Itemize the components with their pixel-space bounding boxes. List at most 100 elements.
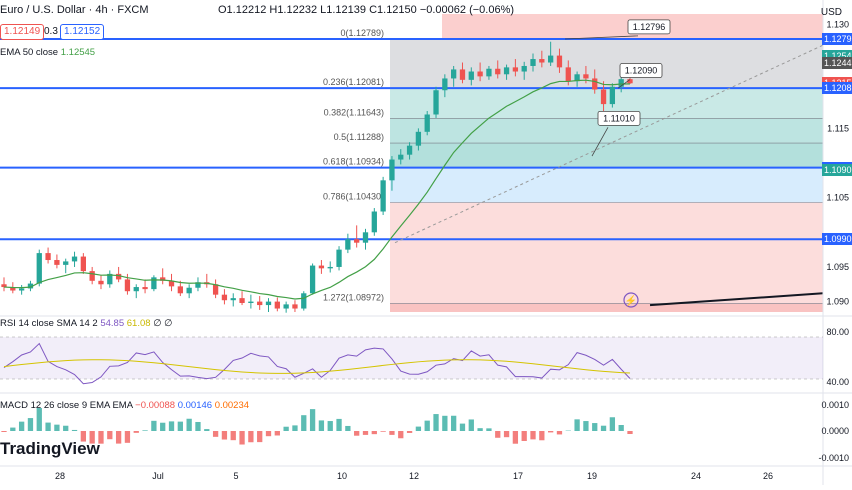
macd-histogram-bar <box>345 426 350 431</box>
rsi-band <box>0 337 823 379</box>
candle-body <box>116 274 121 280</box>
candle-body <box>363 232 368 242</box>
macd-histogram-bar <box>486 428 491 431</box>
macd-histogram-bar <box>28 418 33 431</box>
macd-histogram-bar <box>336 419 341 431</box>
macd-histogram-bar <box>275 431 280 435</box>
callout-label: 1.12796 <box>633 22 666 32</box>
macd-histogram-bar <box>522 431 527 441</box>
macd-histogram-bar <box>416 427 421 431</box>
macd-axis-tick: 0.0000 <box>821 426 849 436</box>
fib-level-label: 0.382(1.11643) <box>324 107 384 117</box>
symbol-title: Euro / U.S. Dollar · 4h · FXCM <box>0 4 149 16</box>
fib-level-label: 0.786(1.10430) <box>323 192 384 202</box>
macd-histogram-bar <box>310 409 315 431</box>
macd-axis-tick: -0.0010 <box>818 453 849 463</box>
buy-price-button[interactable]: 1.12152 <box>60 24 104 40</box>
macd-histogram-bar <box>222 431 227 440</box>
macd-histogram-bar <box>380 431 385 432</box>
macd-histogram-bar <box>574 419 579 431</box>
candle-body <box>151 277 156 289</box>
price-axis-tick: 1.105 <box>826 193 849 203</box>
candle-body <box>548 56 553 63</box>
time-axis-label: 19 <box>587 471 597 481</box>
candle-body <box>513 67 518 71</box>
macd-histogram-bar <box>213 431 218 437</box>
macd-histogram-bar <box>283 427 288 431</box>
macd-histogram-bar <box>142 430 147 431</box>
candle-body <box>601 90 606 105</box>
candle-body <box>222 295 227 301</box>
rsi-axis-tick: 40.00 <box>826 377 849 387</box>
macd-histogram-bar <box>354 431 359 436</box>
macd-histogram-bar <box>248 431 253 442</box>
macd-histogram-bar <box>601 426 606 431</box>
macd-histogram-bar <box>134 431 139 433</box>
macd-histogram-bar <box>495 431 500 438</box>
price-axis-tick: 1.095 <box>826 262 849 272</box>
candle-body <box>522 66 527 72</box>
time-axis-label: 26 <box>763 471 773 481</box>
candle-body <box>469 72 474 80</box>
ohlc-readout: O1.12212 H1.12232 L1.12139 C1.12150 −0.0… <box>218 4 514 16</box>
sell-price-button[interactable]: 1.12149 <box>0 24 44 40</box>
macd-histogram-bar <box>610 417 615 431</box>
candle-body <box>54 260 59 265</box>
candle-body <box>372 212 377 233</box>
macd-histogram-bar <box>627 431 632 434</box>
fib-zone <box>390 143 823 168</box>
candle-body <box>231 298 236 300</box>
candle-body <box>19 288 24 290</box>
candle-body <box>539 59 544 62</box>
macd-histogram-bar <box>504 431 509 437</box>
tradingview-logo: TradingView <box>0 434 100 464</box>
rsi-legend[interactable]: RSI 14 close SMA 14 2 54.85 61.08 ∅ ∅ <box>0 318 172 329</box>
candle-body <box>566 67 571 81</box>
macd-histogram-bar <box>451 416 456 431</box>
alert-icon: ⚡ <box>625 294 637 307</box>
candle-body <box>45 253 50 260</box>
macd-histogram-bar <box>257 431 262 442</box>
macd-histogram-bar <box>319 420 324 431</box>
candle-body <box>328 267 333 268</box>
macd-histogram-bar <box>301 415 306 431</box>
candle-body <box>81 257 86 272</box>
ema-legend[interactable]: EMA 50 close 1.12545 <box>0 47 95 58</box>
macd-histogram-bar <box>530 431 535 439</box>
macd-histogram-bar <box>169 421 174 431</box>
macd-histogram-bar <box>363 431 368 435</box>
time-axis-label: 10 <box>337 471 347 481</box>
candle-body <box>557 56 562 68</box>
candle-body <box>37 253 42 283</box>
candle-body <box>398 155 403 160</box>
macd-histogram-bar <box>372 431 377 434</box>
macd-histogram-bar <box>592 423 597 431</box>
macd-histogram-bar <box>37 408 42 431</box>
macd-histogram-bar <box>116 431 121 444</box>
price-tag: 1.1244 <box>822 57 852 69</box>
fib-zone-bottom <box>390 304 823 312</box>
macd-histogram-bar <box>239 431 244 445</box>
candle-body <box>504 67 509 74</box>
macd-histogram-bar <box>54 425 59 431</box>
candle-body <box>477 72 482 77</box>
candle-body <box>178 286 183 293</box>
candle-body <box>319 266 324 269</box>
candle-body <box>495 69 500 75</box>
macd-histogram-bar <box>266 431 271 436</box>
macd-histogram-bar <box>583 421 588 431</box>
candle-body <box>310 266 315 294</box>
candle-body <box>336 250 341 267</box>
price-axis-tick: 1.115 <box>827 123 849 133</box>
macd-legend[interactable]: MACD 12 26 close 9 EMA EMA −0.00088 0.00… <box>0 400 249 411</box>
fib-level-label: 0(1.12789) <box>340 28 384 38</box>
candle-body <box>610 87 615 104</box>
currency-label[interactable]: USD <box>821 7 842 18</box>
macd-histogram-bar <box>107 431 112 439</box>
time-axis-label: 28 <box>55 471 65 481</box>
price-axis-tick: 1.090 <box>826 297 849 307</box>
candle-body <box>389 160 394 181</box>
candle-body <box>425 114 430 131</box>
